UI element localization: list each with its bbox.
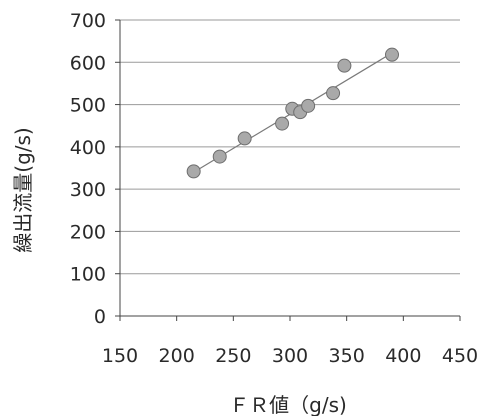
data-point — [275, 116, 290, 131]
data-point — [337, 58, 352, 73]
y-tick-label: 200 — [70, 221, 106, 243]
data-point — [237, 131, 252, 146]
data-point — [385, 47, 399, 62]
x-tick-label: 150 — [102, 345, 138, 367]
x-axis-label: ＦＲ値（g/s) — [229, 393, 347, 416]
data-point — [212, 149, 227, 164]
axes: 0 100 200 300 400 500 600 700 150 200 250 300 350 400… — [70, 10, 478, 367]
y-axis-label: 繰出流量(g/s) — [11, 127, 35, 252]
y-tick-label: 400 — [70, 137, 106, 159]
x-tick-label: 250 — [215, 345, 251, 367]
x-tick-label: 400 — [385, 345, 421, 367]
data-point — [326, 86, 341, 101]
y-tick-label: 700 — [70, 10, 106, 32]
y-tick-label: 500 — [70, 95, 106, 117]
data-point — [301, 98, 316, 113]
x-tick-label: 450 — [442, 345, 478, 367]
axis-labels: ＦＲ値（g/s) 繰出流量(g/s) — [11, 127, 347, 416]
x-tick-label: 350 — [329, 345, 365, 367]
x-tick-label: 200 — [159, 345, 195, 367]
y-tick-label: 600 — [70, 52, 106, 74]
y-tick-label: 300 — [70, 179, 106, 201]
y-tick-label: 100 — [70, 264, 106, 286]
x-tick-label: 300 — [272, 345, 308, 367]
gridlines — [120, 19, 460, 275]
data-points — [186, 47, 399, 179]
y-tick-label: 0 — [94, 306, 106, 328]
data-point — [186, 164, 201, 179]
